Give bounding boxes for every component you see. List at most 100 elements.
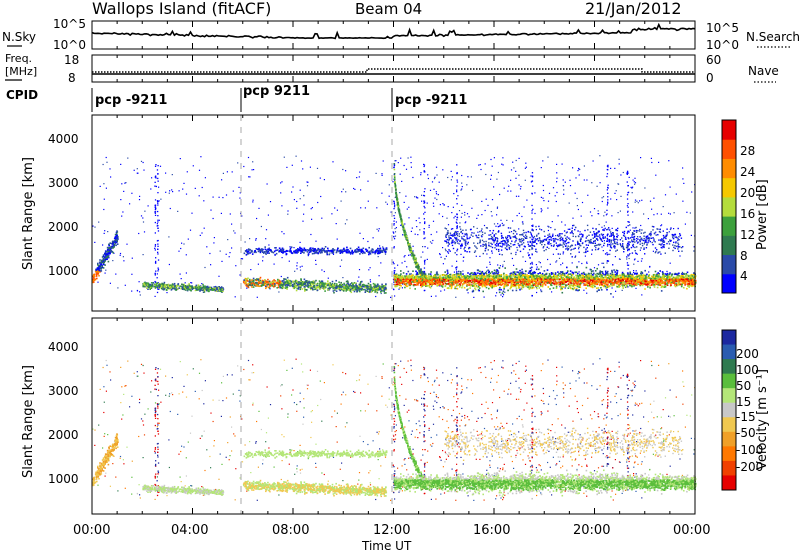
power-echo <box>317 248 320 251</box>
power-echo <box>183 286 186 289</box>
power-echo <box>423 163 425 165</box>
power-echo <box>458 239 460 241</box>
power-echo <box>280 275 282 278</box>
power-echo <box>575 177 577 179</box>
power-echo <box>343 286 345 288</box>
power-echo <box>339 252 342 254</box>
power-echo <box>306 249 309 251</box>
power-echo <box>166 292 168 294</box>
power-echo <box>154 284 156 287</box>
freq-right-tick-bottom: 0 <box>706 71 714 85</box>
power-echo <box>401 262 403 264</box>
power-echo <box>203 200 205 202</box>
power-echo <box>369 250 371 253</box>
power-echo <box>247 285 250 287</box>
power-echo <box>277 283 280 285</box>
power-echo <box>332 251 334 253</box>
power-echo <box>423 233 425 235</box>
power-echo <box>424 188 426 190</box>
power-echo <box>465 221 467 223</box>
power-echo <box>404 223 406 225</box>
power-echo <box>110 247 113 249</box>
power-echo <box>324 251 326 253</box>
power-echo <box>358 276 360 278</box>
power-echo <box>281 257 283 259</box>
power-echo <box>274 283 276 285</box>
power-echo <box>403 201 405 203</box>
power-echo <box>360 281 362 283</box>
power-echo <box>420 256 422 258</box>
power-echo <box>397 207 400 209</box>
power-echo <box>441 286 444 288</box>
power-echo <box>577 170 579 172</box>
power-echo <box>594 276 597 278</box>
power-echo <box>456 260 458 262</box>
power-echo <box>393 206 396 208</box>
power-echo <box>409 248 411 250</box>
power-echo <box>261 250 263 252</box>
power-echo <box>98 274 100 277</box>
power-echo <box>529 257 531 259</box>
power-echo <box>325 250 328 252</box>
power-echo <box>435 166 438 168</box>
power-echo <box>410 156 412 158</box>
power-echo <box>512 280 515 283</box>
power-echo <box>415 261 417 264</box>
power-echo <box>447 252 450 254</box>
power-echo <box>342 168 344 171</box>
power-echo <box>109 248 111 251</box>
power-echo <box>350 291 353 294</box>
power-echo <box>168 263 170 266</box>
freq-label-2: [MHz] <box>5 65 37 78</box>
power-echo <box>367 180 369 182</box>
power-echo <box>157 177 159 180</box>
power-echo <box>415 196 418 198</box>
power-echo <box>245 282 247 285</box>
power-echo <box>189 229 192 231</box>
power-echo <box>450 179 452 181</box>
power-echo <box>331 283 334 285</box>
power-echo <box>179 273 181 275</box>
power-echo <box>315 279 317 282</box>
power-echo <box>266 183 268 185</box>
power-echo <box>374 291 376 293</box>
power-echo <box>607 233 609 235</box>
power-echo <box>322 283 325 286</box>
power-echo <box>649 265 651 268</box>
power-echo <box>587 280 590 282</box>
power-echo <box>333 291 335 294</box>
power-echo <box>319 288 321 290</box>
power-echo <box>393 200 395 202</box>
power-echo <box>550 227 552 229</box>
power-echo <box>526 199 528 201</box>
power-echo <box>295 289 298 292</box>
power-echo <box>284 284 287 287</box>
power-echo <box>443 204 445 206</box>
power-echo <box>662 282 664 285</box>
power-echo <box>412 252 414 254</box>
power-echo <box>372 251 374 254</box>
power-echo <box>290 280 293 283</box>
power-echo <box>360 189 362 191</box>
power-echo <box>543 200 545 202</box>
power-echo <box>243 252 246 255</box>
power-echo <box>586 261 588 263</box>
power-echo <box>393 288 395 291</box>
power-echo <box>325 284 327 287</box>
power-echo <box>569 185 572 187</box>
power-echo <box>305 284 307 286</box>
power-echo <box>212 217 214 220</box>
power-echo <box>96 272 99 274</box>
power-echo <box>108 254 110 256</box>
power-echo <box>395 192 397 195</box>
power-echo <box>606 260 608 262</box>
power-echo <box>104 259 106 261</box>
power-echo <box>417 267 420 269</box>
power-echo <box>281 285 284 288</box>
power-echo <box>410 166 412 168</box>
power-echo <box>205 289 208 292</box>
power-echo <box>455 267 457 269</box>
power-echo <box>156 285 158 287</box>
power-echo <box>693 250 695 252</box>
power-echo <box>636 238 638 240</box>
